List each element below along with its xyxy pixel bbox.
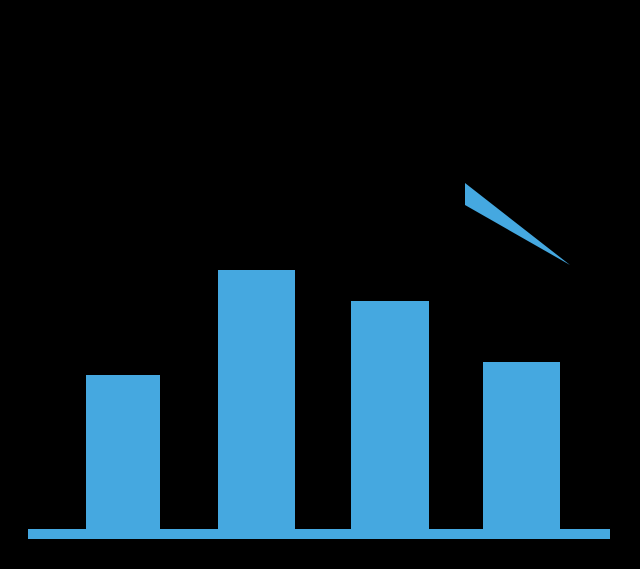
bar-3 (351, 301, 429, 530)
baseline-axis (28, 529, 610, 539)
bar-1 (86, 375, 160, 530)
declining-trend-wedge-icon (465, 183, 570, 265)
bar-4 (483, 362, 560, 530)
bar-2 (218, 270, 295, 530)
